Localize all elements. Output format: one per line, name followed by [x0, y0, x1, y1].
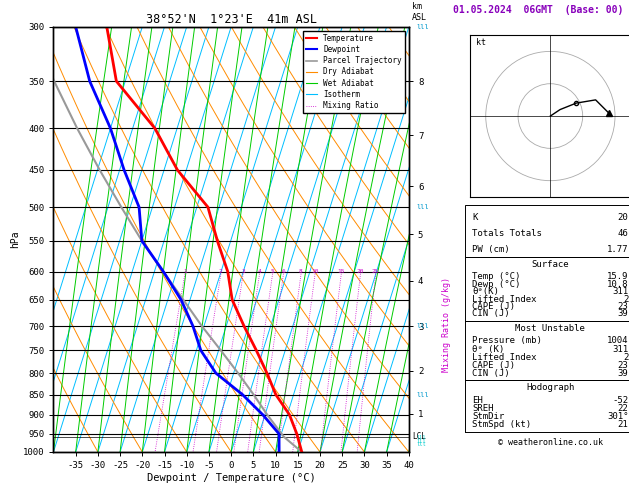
Bar — [465, 321, 629, 381]
Text: 6: 6 — [282, 269, 286, 275]
Text: 46: 46 — [618, 229, 628, 238]
Text: lll: lll — [416, 323, 429, 329]
Bar — [465, 257, 629, 321]
Text: 23: 23 — [618, 302, 628, 311]
Text: 2: 2 — [623, 295, 628, 304]
Text: lll: lll — [416, 392, 429, 398]
Text: Pressure (mb): Pressure (mb) — [472, 336, 542, 346]
Text: 4: 4 — [257, 269, 261, 275]
Text: 3: 3 — [241, 269, 245, 275]
Text: StmDir: StmDir — [472, 412, 504, 421]
Text: 23: 23 — [618, 361, 628, 369]
Text: 1.77: 1.77 — [607, 245, 628, 254]
Text: Most Unstable: Most Unstable — [515, 324, 586, 333]
Text: 311: 311 — [613, 287, 628, 296]
Title: 38°52'N  1°23'E  41m ASL: 38°52'N 1°23'E 41m ASL — [146, 13, 316, 26]
Text: 301°: 301° — [607, 412, 628, 421]
Text: StmSpd (kt): StmSpd (kt) — [472, 420, 532, 429]
Text: 25: 25 — [372, 269, 379, 275]
Text: lll: lll — [416, 435, 426, 440]
Text: Surface: Surface — [532, 260, 569, 269]
Text: CIN (J): CIN (J) — [472, 310, 510, 318]
Text: EH: EH — [472, 396, 483, 405]
Text: 15: 15 — [337, 269, 345, 275]
Text: lll: lll — [416, 439, 426, 444]
Text: LCL: LCL — [413, 433, 426, 441]
Text: 8: 8 — [299, 269, 303, 275]
Text: 21: 21 — [618, 420, 628, 429]
Text: Hodograph: Hodograph — [526, 383, 574, 392]
X-axis label: Dewpoint / Temperature (°C): Dewpoint / Temperature (°C) — [147, 473, 316, 483]
Text: -52: -52 — [613, 396, 628, 405]
Text: PW (cm): PW (cm) — [472, 245, 510, 254]
Text: 15.9: 15.9 — [607, 272, 628, 281]
Text: lll: lll — [416, 204, 429, 210]
Text: CIN (J): CIN (J) — [472, 368, 510, 378]
Text: Temp (°C): Temp (°C) — [472, 272, 521, 281]
Text: 20: 20 — [618, 213, 628, 222]
Text: Dewp (°C): Dewp (°C) — [472, 280, 521, 289]
Text: Totals Totals: Totals Totals — [472, 229, 542, 238]
Text: CAPE (J): CAPE (J) — [472, 361, 515, 369]
Text: 2: 2 — [219, 269, 223, 275]
Text: © weatheronline.co.uk: © weatheronline.co.uk — [498, 437, 603, 447]
Text: kt: kt — [476, 38, 486, 47]
Text: θᵊ (K): θᵊ (K) — [472, 345, 504, 353]
Text: Mixing Ratio (g/kg): Mixing Ratio (g/kg) — [442, 277, 451, 372]
Text: 5: 5 — [270, 269, 274, 275]
Text: 10.8: 10.8 — [607, 280, 628, 289]
Bar — [465, 381, 629, 432]
Text: 10: 10 — [311, 269, 319, 275]
Text: 1: 1 — [183, 269, 187, 275]
Text: K: K — [472, 213, 477, 222]
Text: 311: 311 — [613, 345, 628, 353]
Text: SREH: SREH — [472, 404, 494, 413]
Legend: Temperature, Dewpoint, Parcel Trajectory, Dry Adiabat, Wet Adiabat, Isotherm, Mi: Temperature, Dewpoint, Parcel Trajectory… — [303, 31, 405, 113]
Bar — [465, 206, 629, 257]
Text: lll: lll — [416, 442, 426, 447]
Text: lll: lll — [416, 24, 429, 30]
Text: km
ASL: km ASL — [412, 2, 427, 22]
Text: CAPE (J): CAPE (J) — [472, 302, 515, 311]
Y-axis label: hPa: hPa — [10, 230, 20, 248]
Text: 22: 22 — [618, 404, 628, 413]
Text: 39: 39 — [618, 368, 628, 378]
Text: 39: 39 — [618, 310, 628, 318]
Text: 01.05.2024  06GMT  (Base: 00): 01.05.2024 06GMT (Base: 00) — [453, 4, 623, 15]
Text: 1004: 1004 — [607, 336, 628, 346]
Text: 2: 2 — [623, 352, 628, 362]
Text: Lifted Index: Lifted Index — [472, 352, 537, 362]
Text: 20: 20 — [357, 269, 364, 275]
Text: θᵊ(K): θᵊ(K) — [472, 287, 499, 296]
Text: Lifted Index: Lifted Index — [472, 295, 537, 304]
